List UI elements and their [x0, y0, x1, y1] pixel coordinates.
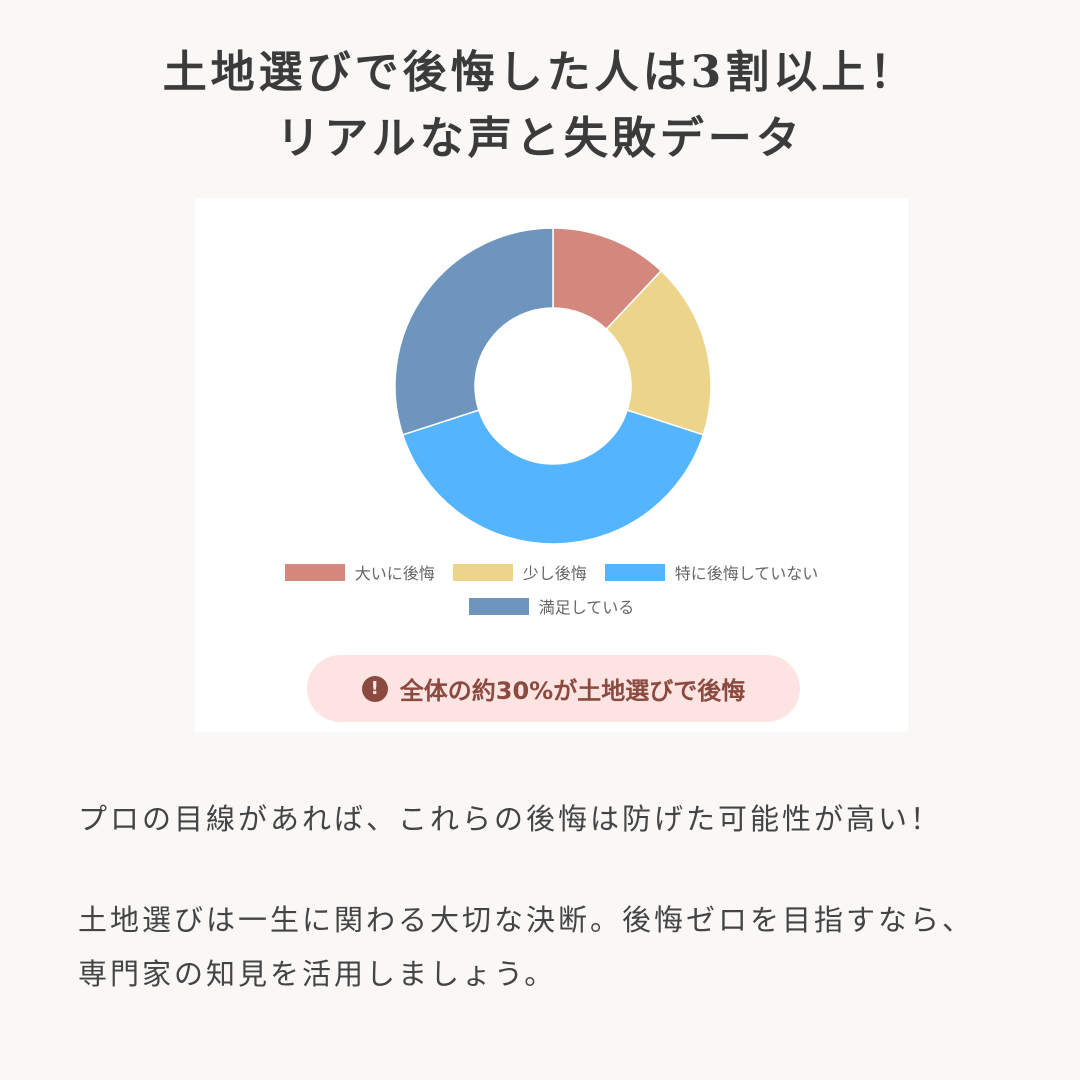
page-title-line1: 土地選びで後悔した人は3割以上！	[162, 47, 918, 98]
donut-slice-2[interactable]	[605, 269, 712, 436]
chart-card: 大いに後悔 少し後悔 特に後悔していない 満足している ! 全体の約30%が土地…	[195, 198, 908, 732]
legend-item[interactable]: 満足している	[468, 594, 635, 618]
page-title-line2: リアルな声と失敗データ	[276, 113, 804, 164]
exclamation-circle-icon: !	[361, 675, 388, 702]
legend-item[interactable]: 少し後悔	[452, 560, 587, 584]
badge-text: 全体の約30%が土地選びで後悔	[399, 677, 746, 705]
legend-label: 大いに後悔	[354, 564, 435, 583]
legend-label: 特に後悔していない	[674, 564, 819, 583]
legend-swatch	[604, 563, 665, 581]
donut-chart	[394, 227, 712, 545]
body-line-3: 専門家の知見を活用しましょう。	[78, 957, 557, 991]
donut-slice-3[interactable]	[401, 409, 705, 545]
legend-swatch	[452, 563, 513, 581]
donut-slice-4[interactable]	[394, 227, 554, 436]
legend-swatch	[284, 563, 345, 581]
legend-label: 満足している	[538, 598, 635, 617]
summary-badge: ! 全体の約30%が土地選びで後悔	[307, 655, 800, 722]
legend-row-1: 大いに後悔 少し後悔 特に後悔していない	[195, 560, 908, 584]
legend-swatch	[468, 597, 529, 615]
body-line-1: プロの目線があれば、これらの後悔は防げた可能性が高い！	[78, 802, 943, 836]
legend-item[interactable]: 特に後悔していない	[604, 560, 819, 584]
body-line-2: 土地選びは一生に関わる大切な決断。後悔ゼロを目指すなら、	[78, 903, 975, 937]
legend-label: 少し後悔	[522, 564, 587, 583]
legend-row-2: 満足している	[195, 594, 908, 618]
legend-item[interactable]: 大いに後悔	[284, 560, 435, 584]
